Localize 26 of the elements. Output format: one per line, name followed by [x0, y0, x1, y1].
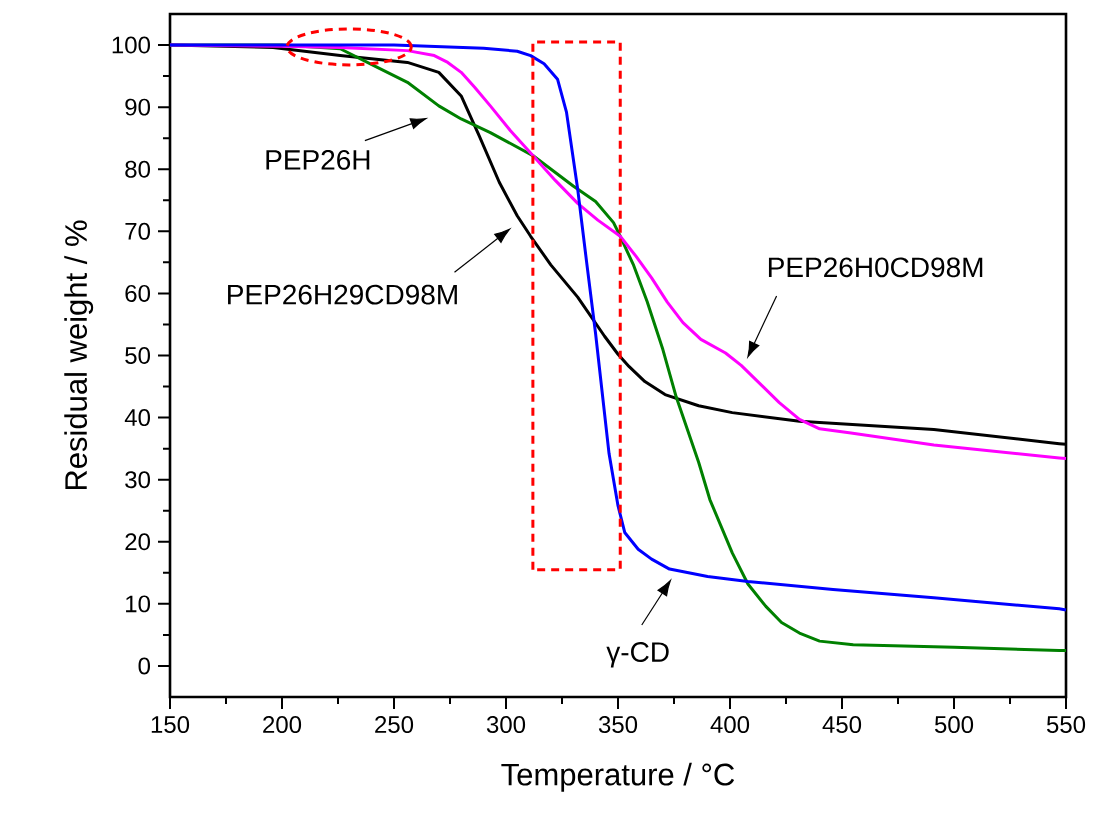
y-tick-label: 80	[125, 160, 150, 178]
y-tick-label: 40	[124, 409, 150, 427]
x-tick-label: 150	[151, 716, 190, 734]
annotation: PEP26H0CD98M	[768, 257, 983, 278]
y-tick-label: 90	[125, 98, 150, 116]
y-tick-label: 50	[125, 347, 150, 364]
x-tick-label: 300	[486, 716, 526, 734]
annotation: PEP26H29CD98M	[228, 284, 457, 305]
x-tick-label: 400	[710, 716, 750, 734]
x-tick-label: 500	[934, 716, 974, 734]
x-tick-label: 200	[263, 716, 302, 734]
y-tick-label: 20	[125, 533, 150, 551]
y-tick-label: 60	[125, 284, 150, 302]
x-axis-title: Temperature / °C	[501, 762, 735, 792]
y-tick-label: 30	[125, 471, 150, 489]
y-tick-label: 70	[125, 222, 150, 240]
x-tick-label: 250	[375, 716, 414, 734]
x-tick-label: 350	[598, 716, 638, 734]
annotation: PEP26H	[266, 149, 370, 170]
x-tick-label: 550	[1046, 716, 1086, 734]
x-tick-label: 450	[822, 716, 862, 734]
y-tick-label: 10	[126, 595, 150, 613]
annotation: γ-CD	[606, 642, 669, 668]
y-tick-label: 100	[112, 36, 150, 54]
y-tick-label: 0	[138, 657, 151, 675]
y-axis-title: Residual weight / %	[64, 220, 94, 490]
